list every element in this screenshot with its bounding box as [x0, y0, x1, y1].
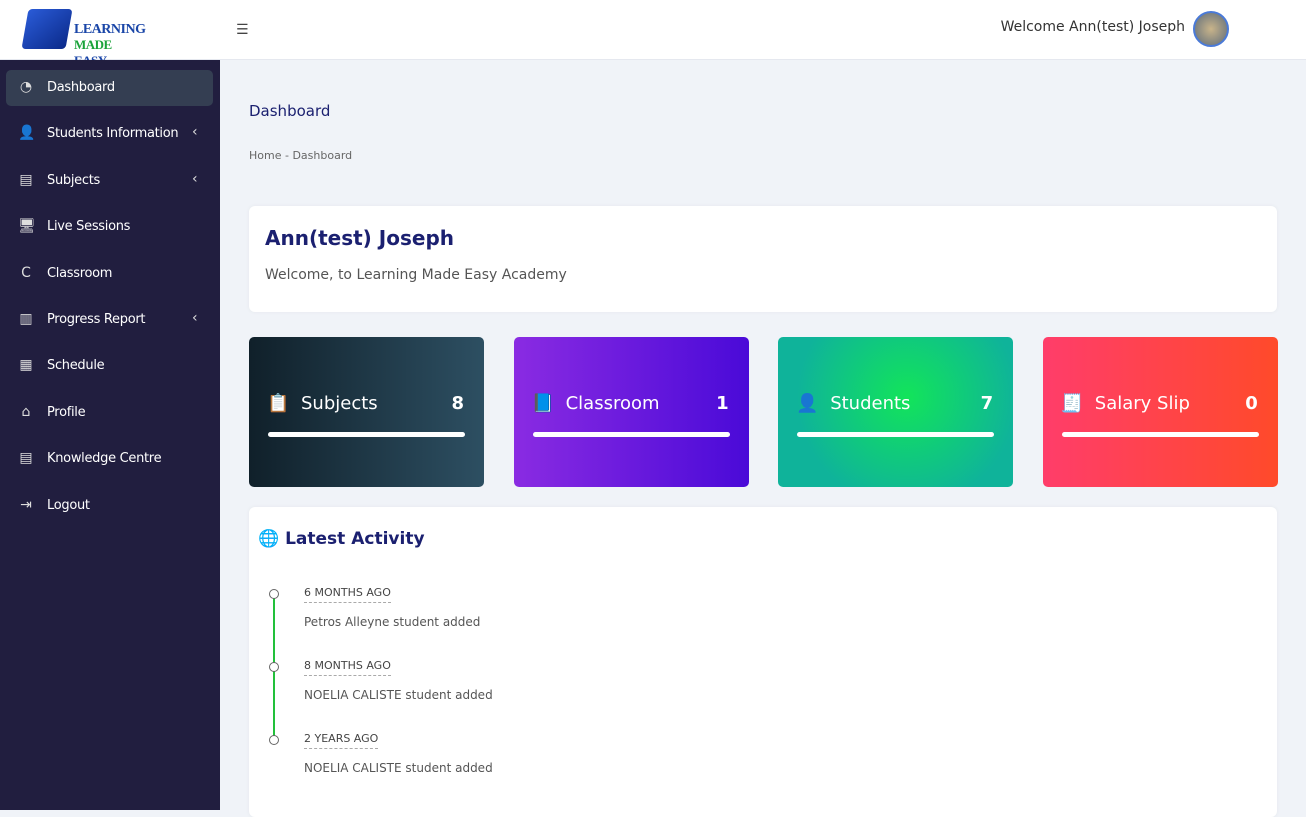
top-bar: LEARNING MADE EASY ☰ Welcome Ann(test) J…	[0, 0, 1306, 68]
sidebar-item-label: Classroom	[47, 265, 113, 281]
stat-bar	[797, 432, 995, 437]
timeline-dot	[269, 735, 279, 745]
nav-icon: ▥	[19, 311, 33, 327]
sidebar-item-live-sessions[interactable]: 🖥 Live Sessions	[6, 209, 213, 245]
activity-time: 2 YEARS AGO	[304, 732, 379, 749]
nav-icon: 👤	[18, 125, 36, 142]
nav-icon: ⌂	[21, 403, 31, 420]
stat-card-students[interactable]: 👤 Students 7	[778, 337, 1014, 487]
stat-icon: 👤	[796, 393, 819, 414]
stat-label: Classroom	[565, 393, 660, 414]
graduation-cap-icon	[21, 9, 73, 49]
sidebar-item-label: Profile	[47, 404, 86, 420]
sidebar-item-label: Logout	[47, 497, 90, 513]
user-name: Ann(test) Joseph	[265, 226, 454, 250]
breadcrumb: Home - Dashboard	[249, 149, 353, 162]
nav-icon: ▦	[19, 357, 33, 374]
nav-icon: ◔	[19, 79, 33, 95]
sidebar-item-subjects[interactable]: ▤ Subjects ‹	[6, 163, 213, 199]
nav-icon: ▤	[19, 450, 33, 467]
sidebar-item-students-information[interactable]: 👤 Students Information ‹	[6, 116, 213, 152]
nav-icon: 🖥	[18, 218, 36, 235]
stat-bar	[532, 432, 730, 437]
chevron-left-icon: ‹	[192, 170, 198, 187]
welcome-text: Welcome Ann(test) Joseph	[1000, 19, 1185, 35]
sidebar-item-label: Schedule	[47, 358, 105, 374]
globe-icon: 🌐	[258, 529, 280, 549]
sidebar-item-label: Live Sessions	[47, 219, 131, 235]
hamburger-icon[interactable]: ☰	[236, 22, 249, 38]
nav-icon: ▤	[19, 171, 33, 188]
activity-time: 8 MONTHS AGO	[304, 659, 391, 676]
logo-text: LEARNING	[74, 22, 146, 37]
welcome-message: Welcome, to Learning Made Easy Academy	[265, 267, 567, 283]
stat-value: 1	[716, 393, 729, 414]
sidebar-item-label: Students Information	[47, 126, 179, 142]
sidebar-item-label: Dashboard	[47, 80, 115, 95]
stat-icon: 📘	[531, 393, 555, 414]
sidebar-item-label: Knowledge Centre	[47, 451, 162, 467]
stat-value: 0	[1245, 393, 1258, 414]
stat-value: 7	[980, 393, 994, 414]
page-title: Dashboard	[249, 102, 331, 120]
stat-label: Students	[830, 393, 911, 414]
sidebar-item-label: Subjects	[47, 172, 100, 188]
stat-value: 8	[451, 393, 464, 414]
sidebar-item-profile[interactable]: ⌂ Profile	[6, 395, 213, 431]
timeline-dot	[269, 662, 279, 672]
sidebar-item-logout[interactable]: ⇥ Logout	[6, 488, 213, 524]
sidebar-item-classroom[interactable]: C Classroom	[6, 256, 213, 292]
stat-icon: 📋	[267, 393, 290, 414]
stat-card-subjects[interactable]: 📋 Subjects 8	[249, 337, 484, 487]
avatar[interactable]	[1193, 11, 1229, 47]
stat-bar	[1061, 432, 1259, 437]
user-card: Ann(test) Joseph Welcome, to Learning Ma…	[249, 206, 1277, 312]
activity-text: NOELIA CALISTE student added	[304, 761, 493, 775]
logo[interactable]: LEARNING MADE EASY	[21, 5, 147, 68]
stat-card-classroom[interactable]: 📘 Classroom 1	[513, 337, 749, 487]
activity-text: Petros Alleyne student added	[304, 615, 481, 629]
latest-activity-card: 🌐 Latest Activity 6 MONTHS AGO Petros All…	[249, 507, 1277, 817]
activity-time: 6 MONTHS AGO	[304, 586, 391, 603]
sidebar-item-schedule[interactable]: ▦ Schedule	[6, 348, 213, 384]
activity-text: NOELIA CALISTE student added	[304, 688, 493, 702]
timeline-dot	[269, 589, 279, 599]
stat-icon: 🧾	[1060, 393, 1084, 414]
sidebar-item-dashboard[interactable]: ◔ Dashboard	[6, 70, 213, 106]
nav-icon: C	[21, 264, 31, 281]
nav-icon: ⇥	[20, 496, 32, 513]
stat-label: Salary Slip	[1094, 393, 1190, 414]
chevron-left-icon: ‹	[192, 124, 198, 141]
activity-title: 🌐 Latest Activity	[258, 529, 425, 549]
stat-card-salary-slip[interactable]: 🧾 Salary Slip 0	[1042, 337, 1278, 487]
sidebar: ◔ Dashboard 👤 Students Information ‹ ▤ Subject…	[0, 60, 220, 810]
sidebar-item-label: Progress Report	[47, 312, 146, 327]
stat-bar	[268, 432, 465, 437]
sidebar-item-knowledge-centre[interactable]: ▤ Knowledge Centre	[6, 441, 213, 477]
chevron-left-icon: ‹	[192, 310, 198, 326]
stat-label: Subjects	[301, 393, 378, 414]
sidebar-item-progress-report[interactable]: ▥ Progress Report ‹	[6, 302, 213, 338]
